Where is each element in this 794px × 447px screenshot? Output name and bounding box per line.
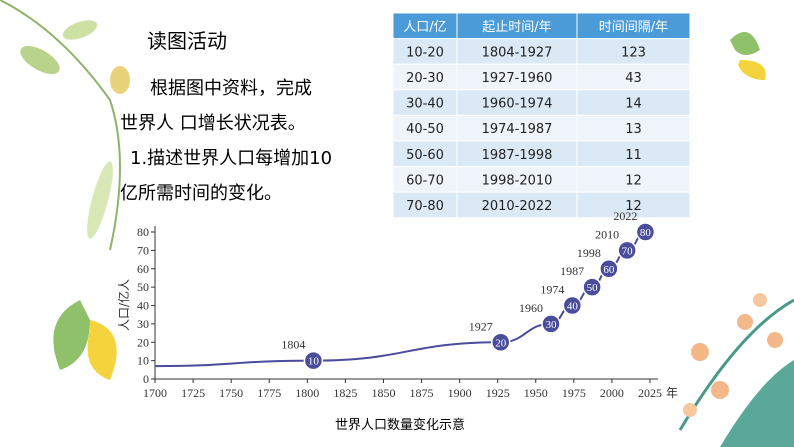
y-tick-label: 10 (137, 354, 149, 368)
table-cell (392, 89, 458, 116)
table-cell (576, 114, 691, 142)
chart-title: 世界人口数量变化示意 (335, 417, 465, 433)
y-tick-label: 20 (137, 335, 149, 349)
x-tick-label: 1850 (371, 386, 395, 400)
cell-text: 1804-1927 (482, 45, 553, 60)
cell-text: 14 (625, 97, 642, 112)
table-cell (576, 89, 691, 116)
x-tick-label: 1900 (448, 386, 472, 400)
body-line: 根据图中资料，完成 (150, 78, 312, 99)
x-tick-label: 1775 (257, 386, 281, 400)
table-cell (576, 63, 691, 91)
cell-text: 1927-1960 (482, 71, 553, 86)
x-axis-label: 年 (666, 386, 678, 400)
table-cell (576, 12, 691, 40)
body-line: 1.描述世界人口每增加10 (130, 148, 332, 169)
data-point (582, 277, 602, 297)
y-tick-label: 0 (143, 372, 149, 386)
y-tick-label: 70 (137, 243, 149, 257)
point-value-label: 50 (587, 282, 599, 294)
table-cell (392, 191, 458, 219)
cell-text: 60-70 (406, 173, 444, 188)
point-year-label: 1927 (469, 319, 493, 333)
y-tick-label: 40 (137, 299, 149, 313)
point-value-label: 10 (308, 356, 320, 368)
point-year-label: 1960 (519, 301, 543, 315)
point-year-label: 1804 (281, 338, 305, 352)
x-tick-label: 1700 (143, 386, 167, 400)
point-value-label: 40 (567, 301, 579, 313)
cell-text: 1987-1998 (482, 148, 553, 163)
x-tick-label: 1925 (486, 386, 510, 400)
cell-text: 12 (625, 173, 642, 188)
body-line: 亿所需时间的变化。 (120, 183, 282, 204)
cell-text: 13 (625, 122, 642, 137)
body-line: 世界人 口增长状况表。 (120, 113, 306, 134)
y-tick-label: 30 (137, 317, 149, 331)
cell-text: 40-50 (406, 122, 444, 137)
cell-text: 30-40 (406, 97, 444, 112)
cell-text: 人口/亿 (403, 20, 446, 35)
point-year-label: 2022 (613, 209, 637, 223)
x-tick-label: 2000 (600, 386, 624, 400)
x-tick-label: 1800 (295, 386, 319, 400)
x-tick-label: 1725 (181, 386, 205, 400)
table-cell (392, 63, 458, 91)
cell-text: 20-30 (406, 71, 444, 86)
point-year-label: 1987 (560, 264, 584, 278)
cell-text: 时间间隔/年 (599, 20, 668, 35)
table-cell (576, 191, 691, 219)
y-tick-label: 60 (137, 262, 149, 276)
data-point (617, 240, 637, 261)
point-year-label: 2010 (595, 227, 619, 241)
x-tick-label: 1950 (524, 386, 548, 400)
x-tick-label: 1750 (219, 386, 243, 400)
data-point (635, 222, 656, 242)
table-cell (456, 140, 578, 168)
point-year-label: 1998 (577, 246, 601, 260)
cell-text: 12 (625, 199, 642, 214)
table-cell (576, 38, 691, 65)
cell-text: 11 (625, 148, 642, 163)
x-tick-label: 2025 (638, 386, 662, 400)
x-tick-label: 1875 (410, 386, 434, 400)
data-point (490, 332, 511, 352)
cell-text: 70-80 (406, 199, 444, 214)
cell-text: 10-20 (406, 45, 444, 60)
data-point (562, 295, 583, 316)
cell-text: 123 (621, 45, 646, 60)
data-point (541, 314, 561, 334)
data-point (599, 259, 619, 279)
y-axis-label: 人口/亿人 (116, 279, 131, 331)
table-cell (392, 166, 458, 193)
cell-text: 1974-1987 (482, 122, 553, 137)
cell-text: 43 (625, 71, 642, 86)
point-value-label: 70 (622, 245, 634, 257)
y-tick-label: 50 (137, 280, 149, 294)
x-tick-label: 1975 (562, 386, 586, 400)
table-cell (392, 114, 458, 142)
y-tick-label: 80 (137, 225, 149, 239)
heading: 读图活动 (147, 29, 227, 53)
cell-text: 1998-2010 (482, 173, 553, 188)
point-value-label: 60 (603, 264, 615, 276)
cell-text: 1960-1974 (482, 97, 553, 112)
cell-text: 2010-2022 (482, 199, 553, 214)
point-year-label: 1974 (540, 283, 564, 297)
table-cell (392, 12, 458, 40)
point-value-label: 30 (546, 319, 558, 331)
x-tick-label: 1825 (333, 386, 357, 400)
data-point (303, 350, 324, 371)
point-value-label: 20 (495, 337, 507, 349)
point-value-label: 80 (640, 227, 652, 239)
table-cell (456, 12, 578, 40)
cell-text: 起止时间/年 (482, 20, 551, 35)
cell-text: 50-60 (406, 148, 444, 163)
